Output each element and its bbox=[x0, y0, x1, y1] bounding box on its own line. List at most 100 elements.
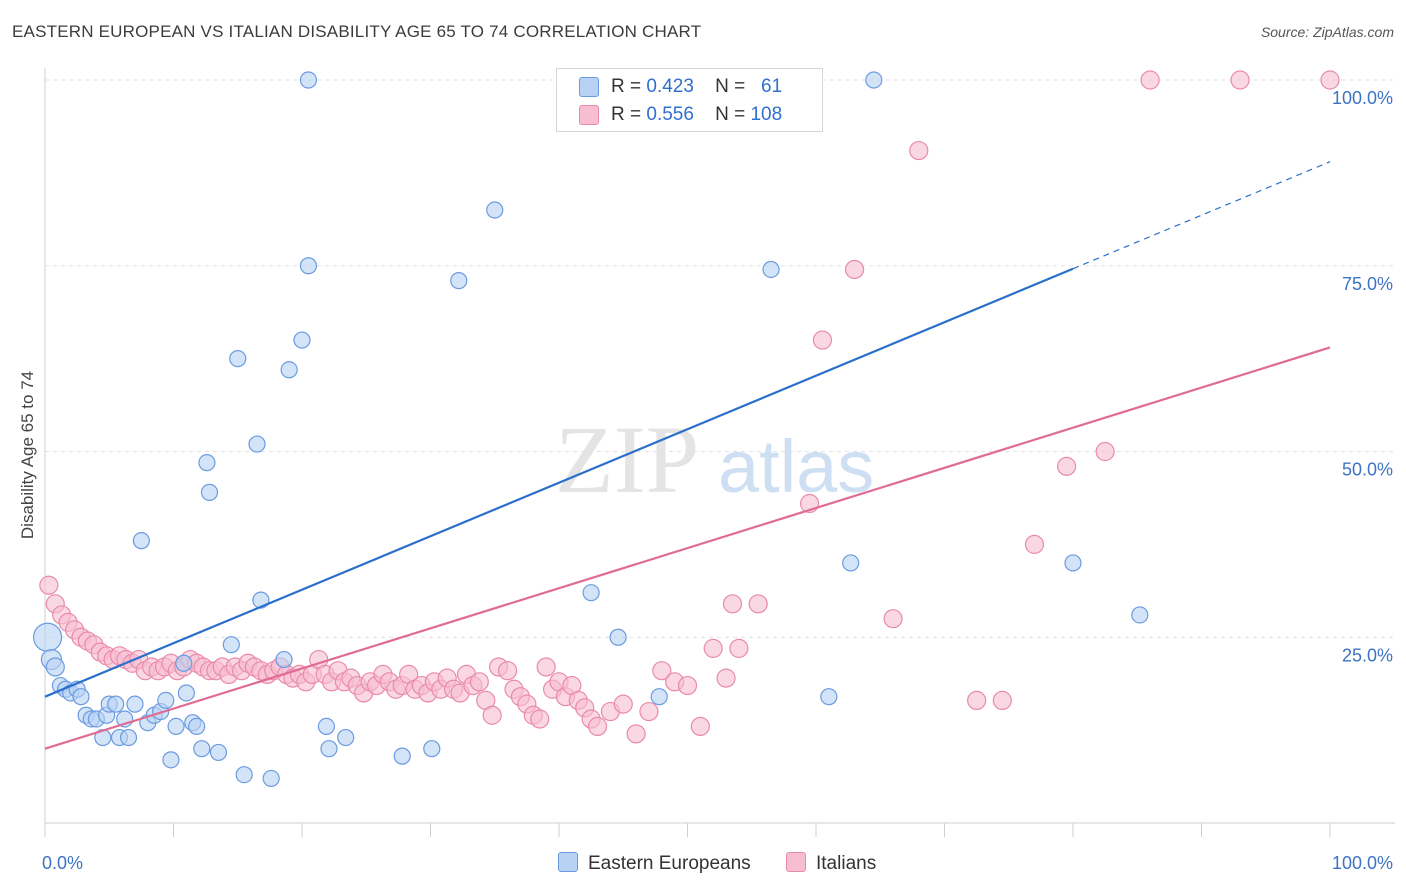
x-tick-label-0: 0.0% bbox=[42, 853, 83, 873]
italians-point-103 bbox=[909, 140, 929, 161]
legend-r-label: R = bbox=[611, 104, 642, 125]
eastern-europeans-point-55 bbox=[762, 260, 780, 279]
eastern-europeans-point-42 bbox=[293, 331, 311, 349]
y-axis-label: Disability Age 65 to 74 bbox=[18, 371, 37, 539]
eastern-europeans-point-49 bbox=[423, 740, 441, 758]
italians-point-85 bbox=[587, 716, 608, 737]
eastern-europeans-point-44 bbox=[317, 717, 336, 736]
x-tick-label-1: 100.0% bbox=[1332, 853, 1393, 873]
eastern-europeans-point-24 bbox=[162, 751, 180, 769]
eastern-europeans-point-58 bbox=[865, 71, 883, 89]
chart-title: EASTERN EUROPEAN VS ITALIAN DISABILITY A… bbox=[12, 22, 702, 41]
eastern-europeans-point-37 bbox=[248, 435, 266, 453]
eastern-europeans-point-33 bbox=[209, 743, 228, 762]
y-tick-label-2: 75.0% bbox=[1342, 274, 1393, 294]
italians-point-109 bbox=[1230, 70, 1250, 90]
axes bbox=[44, 68, 1395, 837]
italians-point-89 bbox=[639, 701, 659, 722]
legend-n-value: 61 bbox=[761, 76, 783, 97]
italians-point-67 bbox=[469, 672, 489, 692]
italians-point-96 bbox=[729, 638, 749, 658]
italians-trend-line bbox=[44, 346, 1331, 750]
eastern-europeans-point-43 bbox=[299, 257, 318, 275]
eastern-europeans-point-17 bbox=[119, 728, 138, 747]
italians-point-71 bbox=[498, 661, 518, 681]
eastern-europeans-point-27 bbox=[177, 684, 195, 702]
legend-r-value: 0.556 bbox=[646, 104, 694, 125]
eastern-europeans-point-57 bbox=[842, 554, 860, 572]
y-tick-label-1: 50.0% bbox=[1342, 460, 1393, 480]
italians-point-107 bbox=[1056, 456, 1077, 476]
italians-point-93 bbox=[690, 716, 710, 737]
eastern-europeans-point-7 bbox=[72, 688, 90, 706]
eastern-europeans-point-52 bbox=[582, 584, 600, 602]
eastern-europeans-point-14 bbox=[107, 695, 125, 713]
bottom-legend-swatch-pink bbox=[786, 852, 806, 872]
y-tick-label-0: 25.0% bbox=[1342, 645, 1393, 665]
eastern-europeans-point-18 bbox=[126, 695, 144, 713]
eastern-europeans-point-2 bbox=[45, 657, 65, 677]
trend-lines bbox=[44, 161, 1331, 750]
legend-n-value: 108 bbox=[750, 104, 783, 125]
bottom-legend-italians: Italians bbox=[786, 852, 876, 875]
bottom-legend-swatch-blue bbox=[558, 852, 578, 872]
eastern-europeans-trend-line bbox=[44, 267, 1074, 698]
italians-point-101 bbox=[844, 259, 865, 280]
italians-point-95 bbox=[716, 668, 736, 688]
legend-swatch-pink bbox=[579, 105, 599, 125]
watermark: ZIP atlas bbox=[555, 406, 874, 513]
eastern-europeans-point-41 bbox=[280, 361, 298, 379]
tick-labels: 25.0% 50.0% 75.0% 100.0% 0.0% 100.0% bbox=[42, 88, 1393, 873]
eastern-europeans-trend-extension bbox=[1072, 161, 1331, 270]
watermark-atlas: atlas bbox=[718, 425, 874, 508]
eastern-europeans-point-51 bbox=[486, 201, 504, 219]
eastern-europeans-point-50 bbox=[450, 272, 468, 290]
italians-point-104 bbox=[967, 690, 987, 711]
italians-points bbox=[39, 70, 1340, 744]
eastern-europeans-point-23 bbox=[157, 691, 175, 710]
italians-point-99 bbox=[748, 594, 768, 614]
eastern-europeans-point-48 bbox=[393, 747, 411, 765]
source-label: Source: ZipAtlas.com bbox=[1260, 24, 1394, 40]
italians-point-105 bbox=[992, 690, 1012, 711]
italians-point-90 bbox=[652, 661, 672, 681]
eastern-europeans-point-54 bbox=[650, 688, 668, 706]
italians-point-77 bbox=[536, 657, 556, 677]
italians-point-88 bbox=[626, 724, 646, 744]
eastern-europeans-point-19 bbox=[132, 532, 150, 550]
eastern-europeans-point-25 bbox=[167, 717, 185, 736]
legend-n-label: N = bbox=[715, 104, 746, 125]
eastern-europeans-point-30 bbox=[193, 740, 211, 758]
italians-point-97 bbox=[722, 594, 743, 614]
italians-point-110 bbox=[1140, 70, 1160, 90]
legend-r-label: R = bbox=[611, 76, 642, 97]
eastern-europeans-point-46 bbox=[337, 728, 355, 747]
eastern-europeans-point-60 bbox=[1131, 606, 1149, 624]
eastern-europeans-point-53 bbox=[609, 628, 627, 646]
italians-point-76 bbox=[530, 709, 550, 729]
watermark-zip: ZIP bbox=[555, 406, 699, 513]
eastern-europeans-point-35 bbox=[229, 350, 247, 368]
italians-point-92 bbox=[677, 675, 698, 696]
italians-point-69 bbox=[482, 705, 502, 725]
italians-point-106 bbox=[1024, 534, 1045, 554]
eastern-europeans-point-47 bbox=[299, 71, 318, 89]
eastern-europeans-point-45 bbox=[320, 740, 338, 758]
eastern-europeans-point-36 bbox=[235, 766, 253, 784]
legend-swatch-blue bbox=[579, 77, 599, 97]
italians-point-0 bbox=[39, 575, 59, 595]
stats-legend: R = 0.423 N = 61 R = 0.556 N = 108 bbox=[556, 68, 823, 132]
eastern-europeans-point-0 bbox=[32, 622, 63, 652]
legend-r-value: 0.423 bbox=[646, 76, 694, 97]
eastern-europeans-point-34 bbox=[222, 636, 240, 654]
y-tick-label-3: 100.0% bbox=[1332, 88, 1393, 108]
italians-point-102 bbox=[883, 609, 903, 629]
gridlines bbox=[45, 79, 1395, 638]
eastern-europeans-point-31 bbox=[198, 454, 216, 472]
eastern-europeans-point-56 bbox=[820, 688, 838, 706]
eastern-europeans-point-39 bbox=[262, 769, 280, 788]
italians-point-100 bbox=[812, 330, 833, 350]
italians-point-94 bbox=[703, 638, 723, 658]
legend-n-label: N = bbox=[715, 76, 746, 97]
